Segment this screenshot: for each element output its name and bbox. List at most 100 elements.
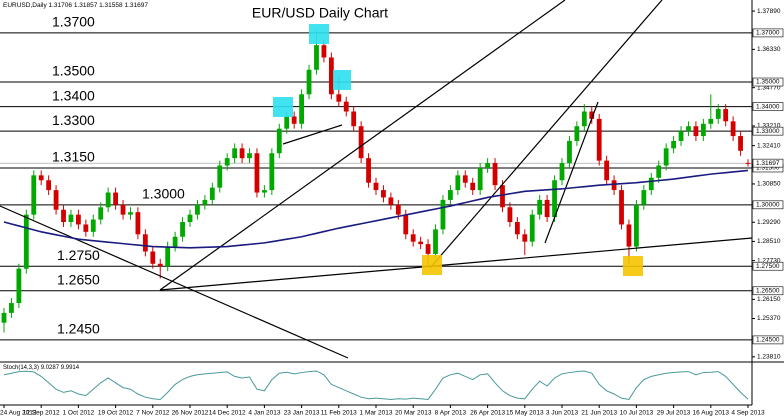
candle-body [388, 197, 394, 205]
open: 1.31706 [49, 2, 73, 9]
current-price-box [752, 158, 784, 168]
candle-body [195, 204, 200, 215]
trendline [282, 124, 343, 145]
candle-body [291, 116, 297, 124]
candle-body [46, 180, 52, 191]
candle-body [492, 163, 498, 186]
candle-body [537, 199, 543, 215]
candle-body [299, 94, 304, 124]
trendline [429, 0, 663, 269]
candle-body [522, 234, 528, 242]
candle-body [619, 190, 624, 225]
candle-body [626, 224, 632, 247]
candle-body [448, 190, 453, 200]
candle-body [90, 219, 96, 232]
candle-body [128, 212, 133, 215]
highlights [273, 24, 643, 276]
candle-body [663, 148, 669, 166]
candle-body [262, 190, 267, 193]
level-label: 1.3700 [52, 14, 95, 30]
level-tick-label: 1.35000 [756, 79, 780, 86]
trendline [159, 0, 566, 291]
candle-body [552, 180, 557, 218]
candle-body [373, 182, 379, 191]
candle-body [700, 123, 706, 137]
level-tick-box [752, 77, 784, 87]
trendlines [0, 0, 753, 359]
candle-body [358, 126, 364, 159]
candle-body [395, 204, 401, 215]
y-tick-label: 1.25370 [757, 315, 781, 322]
level-tick-label: 1.31500 [756, 165, 780, 172]
candle-body [232, 148, 238, 159]
y-tick-label: 1.37890 [757, 8, 781, 15]
x-tick-label: 21 Jun 2013 [581, 410, 617, 417]
candle-body [567, 140, 572, 164]
level-tick-label: 1.27500 [756, 263, 780, 270]
candle-body [403, 214, 409, 235]
candle-body [120, 204, 126, 215]
level-tick-box [752, 261, 784, 271]
y-tick-label: 1.23810 [757, 354, 781, 361]
level-label: 1.3300 [52, 112, 95, 128]
candle-body [634, 204, 639, 247]
candle-body [113, 192, 118, 205]
candle-body [611, 180, 617, 191]
candle-body [336, 94, 342, 102]
level-label: 1.3500 [52, 63, 95, 79]
candle-body [157, 263, 163, 267]
candle-body [16, 268, 22, 304]
candle-body [314, 45, 319, 70]
level-label: 1.2750 [57, 247, 100, 263]
level-label: 1.3000 [142, 186, 185, 202]
candle-body [462, 175, 468, 183]
candle-body [135, 212, 141, 235]
highlight-box [623, 256, 643, 276]
x-tick-label: 3 Jun 2013 [546, 410, 579, 417]
x-tick-label: 12 Sep 2012 [23, 410, 60, 417]
current-price-label: 1.31697 [756, 160, 780, 167]
x-tick-label: 11 Feb 2013 [321, 410, 357, 417]
candle-body [53, 190, 59, 210]
candle-body [98, 207, 104, 220]
candle-body [61, 209, 66, 223]
candle-body [306, 69, 312, 95]
level-label: 1.3400 [52, 87, 95, 103]
level-label: 1.2450 [57, 321, 100, 337]
trendline [544, 101, 599, 244]
candle-body [686, 126, 691, 132]
y-tick-label: 1.36330 [757, 46, 781, 53]
candle-body [656, 165, 662, 178]
candle-body [76, 214, 81, 225]
trendline [0, 205, 349, 359]
candle-body [105, 192, 111, 208]
y-tick-label: 1.30850 [757, 181, 781, 188]
x-tick-label: 23 Jan 2013 [284, 410, 320, 417]
candle-body [596, 118, 602, 161]
candle-body [254, 153, 260, 193]
candle-body [343, 101, 349, 112]
level-tick-box [752, 126, 784, 136]
candle-body [247, 153, 252, 159]
level-tick-label: 1.33000 [756, 128, 780, 135]
candle-body [470, 182, 476, 191]
candle-body [514, 222, 520, 235]
header: EURUSD,Daily 1.31706 1.31857 1.31558 1.3… [3, 2, 148, 9]
candle-body [648, 177, 654, 191]
y-tick-label: 1.26150 [757, 296, 781, 303]
level-tick-label: 1.37000 [756, 30, 780, 37]
level-label: 1.2650 [57, 271, 100, 287]
candle-body [284, 116, 290, 129]
candle-body [641, 190, 647, 205]
overlay [3, 169, 749, 400]
y-tick-label: 1.29290 [757, 219, 781, 226]
low: 1.31558 [99, 2, 123, 9]
level-tick-label: 1.26500 [756, 287, 780, 294]
level-tick-label: 1.30000 [756, 202, 780, 209]
candle-body [142, 234, 148, 252]
x-tick-label: 14 Dec 2012 [209, 410, 246, 417]
candle-body [418, 241, 424, 245]
highlight-box [422, 255, 442, 275]
candle-body [574, 126, 580, 141]
